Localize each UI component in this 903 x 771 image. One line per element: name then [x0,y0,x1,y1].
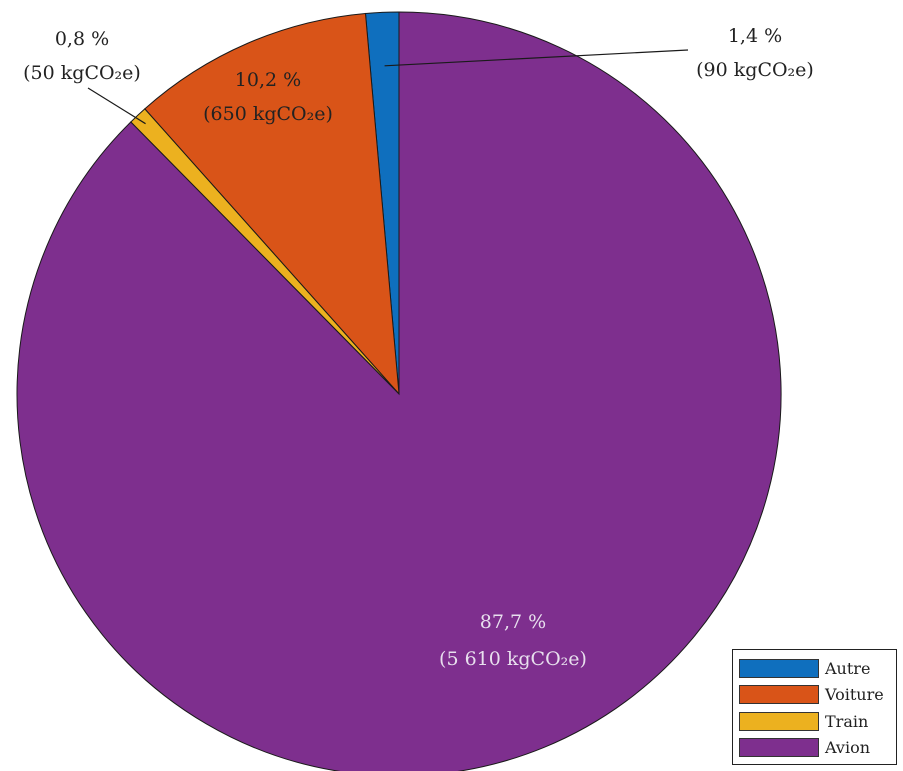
legend-swatch-avion [739,738,819,758]
slice-percent-label-train: 0,8 % [55,28,109,50]
slice-value-label-avion: (5 610 kgCO₂e) [439,648,587,670]
legend-item-voiture: Voiture [739,682,890,709]
legend-label-avion: Avion [825,738,870,758]
slice-value-label-voiture: (650 kgCO₂e) [203,103,333,125]
legend-item-avion: Avion [739,735,890,762]
slice-percent-label-autre: 1,4 % [728,25,782,47]
legend-label-voiture: Voiture [825,685,884,705]
legend-item-autre: Autre [739,655,890,682]
pie-slice-avion [16,11,782,771]
slice-labels: 1,4 % (90 kgCO₂e) 10,2 % (650 kgCO₂e) 0,8 % (… [23,25,814,670]
slice-value-label-autre: (90 kgCO₂e) [696,59,814,81]
leader-line-train [87,87,146,125]
pie-slices [16,11,782,771]
slice-value-label-train: (50 kgCO₂e) [23,62,141,84]
legend: Autre Voiture Train Avion [732,649,897,765]
leader-line-autre [384,49,689,67]
legend-label-autre: Autre [825,658,871,678]
slice-percent-label-voiture: 10,2 % [235,69,301,91]
pie-slice-voiture [144,12,400,396]
legend-label-train: Train [825,711,869,731]
legend-swatch-autre [739,658,819,678]
legend-swatch-voiture [739,685,819,705]
leader-lines [87,49,689,125]
legend-swatch-train [739,711,819,731]
legend-item-train: Train [739,708,890,735]
slice-percent-label-avion: 87,7 % [480,611,546,633]
